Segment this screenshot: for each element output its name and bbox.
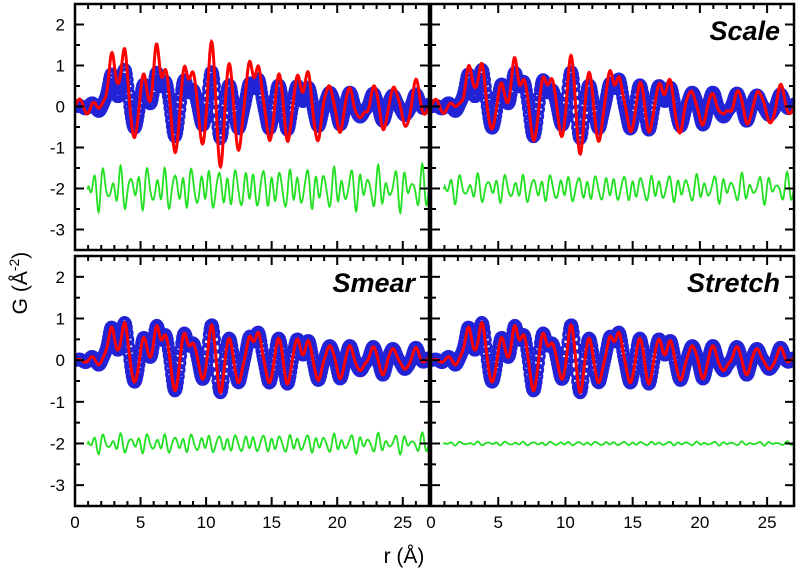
difference-series bbox=[443, 170, 794, 207]
x-tick-label: 20 bbox=[328, 513, 347, 532]
y-tick-label: -3 bbox=[50, 476, 65, 495]
plot-area bbox=[431, 316, 794, 447]
x-tick-label: 0 bbox=[426, 513, 435, 532]
y-tick-label: 0 bbox=[56, 351, 65, 370]
x-tick-label: 15 bbox=[262, 513, 281, 532]
x-tick-label: 15 bbox=[623, 513, 642, 532]
x-tick-label: 5 bbox=[493, 513, 502, 532]
plot-area bbox=[431, 53, 794, 207]
observed-series bbox=[431, 316, 794, 400]
panel-top-right: Scale bbox=[429, 2, 796, 252]
plot-area bbox=[75, 316, 429, 456]
y-tick-label: -3 bbox=[50, 221, 65, 240]
x-axis-label: r (Å) bbox=[384, 545, 425, 568]
y-tick-label: -2 bbox=[50, 435, 65, 454]
x-tick-label: 5 bbox=[136, 513, 145, 532]
plot-area bbox=[75, 38, 429, 216]
y-tick-label: -1 bbox=[50, 393, 65, 412]
panel-title: Stretch bbox=[687, 268, 780, 298]
x-tick-label: 0 bbox=[70, 513, 79, 532]
y-tick-label: 1 bbox=[56, 57, 65, 76]
y-tick-label: 1 bbox=[56, 310, 65, 329]
y-tick-label: 0 bbox=[56, 98, 65, 117]
x-tick-label: 10 bbox=[197, 513, 216, 532]
difference-series bbox=[86, 161, 429, 216]
y-tick-label: -2 bbox=[50, 180, 65, 199]
difference-series bbox=[443, 440, 794, 447]
panel-title: Scale bbox=[709, 16, 780, 46]
calculated-series bbox=[75, 38, 429, 170]
x-tick-label: 25 bbox=[393, 513, 412, 532]
calculated-series bbox=[431, 53, 794, 157]
panel-title: Smear bbox=[332, 268, 416, 298]
y-axis-label-main: G (Å bbox=[9, 271, 32, 314]
y-tick-label: -1 bbox=[50, 139, 65, 158]
y-axis-label-close: ) bbox=[9, 252, 32, 259]
x-tick-label: 25 bbox=[758, 513, 777, 532]
panel-top-left: 2 1 0 -1 -2 -3 bbox=[50, 2, 431, 252]
y-tick-label: 2 bbox=[56, 16, 65, 35]
difference-series bbox=[86, 431, 429, 456]
calculated-series bbox=[75, 320, 429, 395]
x-tick-label: 20 bbox=[690, 513, 709, 532]
calculated-series bbox=[431, 320, 794, 395]
x-tick-label: 10 bbox=[556, 513, 575, 532]
y-tick-label: 2 bbox=[56, 268, 65, 287]
y-axis-label-superscript: -2 bbox=[6, 258, 22, 271]
y-axis-label: G (Å-2) bbox=[6, 252, 32, 315]
observed-series bbox=[75, 316, 429, 400]
panel-bottom-right: 0 5 10 15 20 25 Stretch bbox=[426, 254, 796, 532]
